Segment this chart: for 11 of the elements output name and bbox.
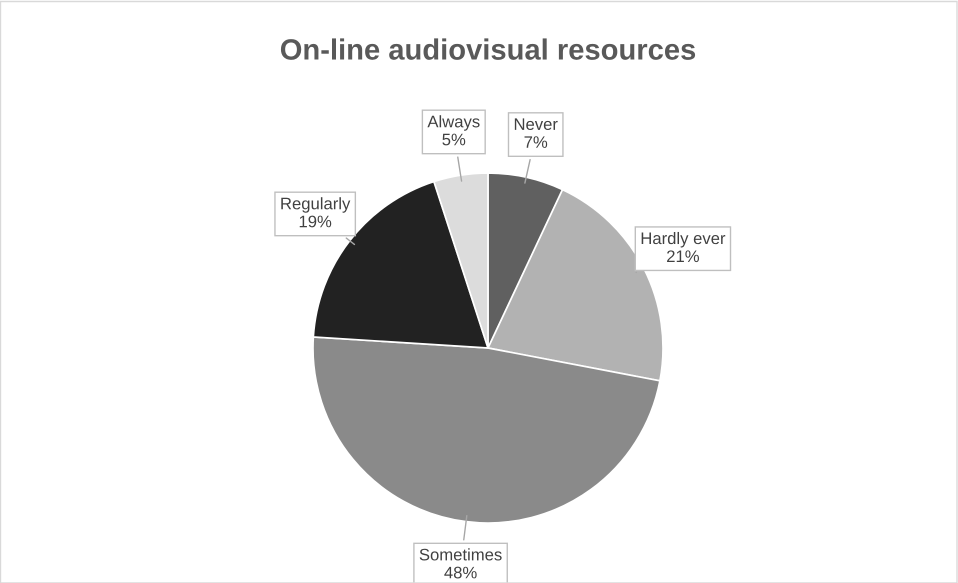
data-label: 7% — [524, 136, 548, 148]
slice-label: Always — [427, 115, 480, 131]
data-label: 21% — [667, 250, 699, 262]
chart-title: On-line audiovisual resources — [280, 38, 696, 60]
slice-label: Hardly ever — [642, 232, 726, 248]
slice-label: Sometimes — [420, 548, 502, 561]
slice-label: Never — [514, 118, 558, 130]
data-label: 19% — [300, 216, 332, 228]
slice-label: Regularly — [281, 197, 350, 213]
data-label: 5% — [442, 134, 466, 146]
data-label: 48% — [444, 566, 477, 578]
